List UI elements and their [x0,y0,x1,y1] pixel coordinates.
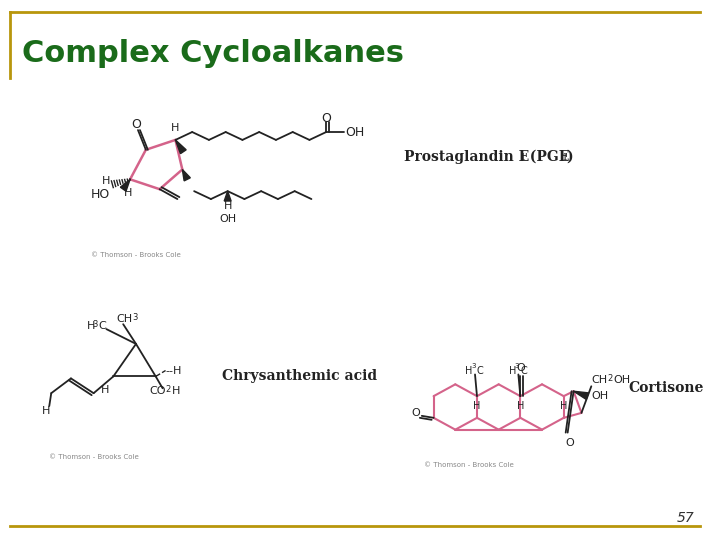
Text: H: H [473,401,481,411]
Polygon shape [574,391,588,400]
Text: C: C [521,366,527,375]
Text: 2: 2 [607,374,612,383]
Text: H: H [508,366,516,375]
Text: OH: OH [345,125,364,139]
Polygon shape [224,191,231,201]
Text: H: H [86,321,95,331]
Text: OH: OH [591,391,608,401]
Text: HO: HO [91,187,110,201]
Text: H: H [465,366,472,375]
Text: H: H [517,401,524,411]
Polygon shape [182,170,190,181]
Text: C: C [99,321,107,331]
Text: 3: 3 [471,362,476,369]
Text: OH: OH [219,214,236,224]
Text: H: H [171,123,179,133]
Text: C: C [477,366,484,375]
Text: © Thomson - Brooks Cole: © Thomson - Brooks Cole [91,252,181,258]
Text: 2: 2 [166,385,171,394]
Text: Cortisone: Cortisone [629,381,704,395]
Text: ): ) [567,150,573,164]
Text: O: O [516,363,525,374]
Text: H: H [171,386,180,396]
Text: H: H [124,188,132,198]
Polygon shape [120,179,130,191]
Text: CH: CH [591,375,608,386]
Text: 1: 1 [562,153,568,161]
Text: © Thomson - Brooks Cole: © Thomson - Brooks Cole [49,454,139,460]
Text: © Thomson - Brooks Cole: © Thomson - Brooks Cole [424,462,513,468]
Text: 1: 1 [519,153,526,161]
Text: O: O [131,118,141,131]
Text: CH: CH [117,314,132,325]
Text: Prostaglandin E: Prostaglandin E [404,150,529,164]
Text: H: H [560,401,567,411]
Text: Chrysanthemic acid: Chrysanthemic acid [222,369,377,383]
Text: 3: 3 [132,313,138,322]
Text: H: H [102,385,109,395]
Polygon shape [176,140,186,154]
Text: (PGE: (PGE [526,150,570,164]
Text: 57: 57 [677,511,695,525]
Text: CO: CO [150,386,166,396]
Text: OH: OH [613,375,630,386]
Text: O: O [411,408,420,418]
Text: H: H [102,176,110,186]
Text: H: H [223,201,232,211]
Text: 3: 3 [93,320,98,329]
Text: 3: 3 [514,362,519,369]
Text: Complex Cycloalkanes: Complex Cycloalkanes [22,39,404,68]
Text: --H: --H [166,366,182,375]
Text: O: O [321,112,331,125]
Text: O: O [565,437,574,448]
Text: H: H [42,406,50,416]
